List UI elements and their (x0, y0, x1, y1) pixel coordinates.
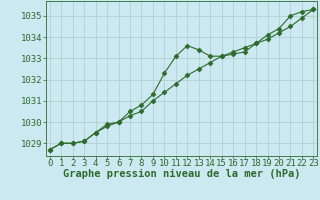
X-axis label: Graphe pression niveau de la mer (hPa): Graphe pression niveau de la mer (hPa) (63, 169, 300, 179)
